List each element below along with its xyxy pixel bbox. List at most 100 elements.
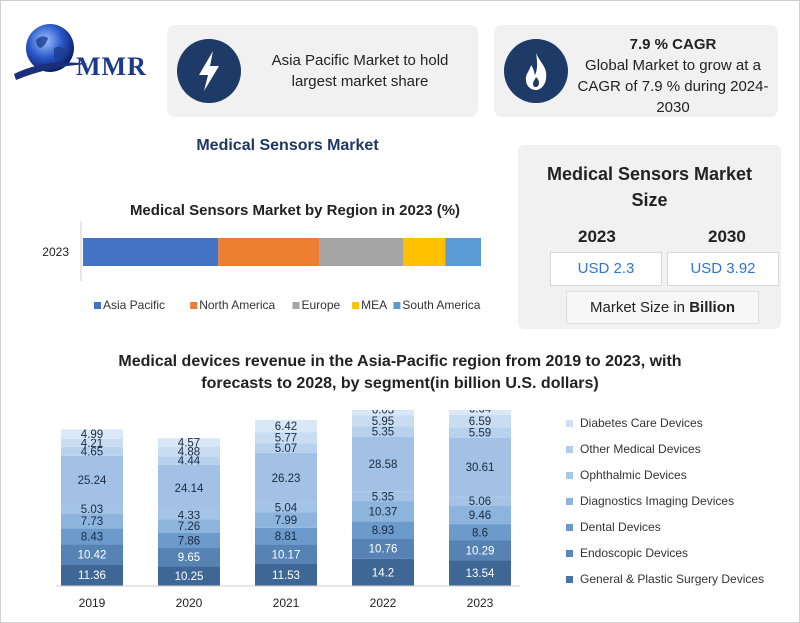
segment-legend-label: Diabetes Care Devices xyxy=(580,416,703,430)
segment-data-label: 4.44 xyxy=(178,456,201,468)
segment-bar-piece xyxy=(352,521,414,539)
region-category-label: 2023 xyxy=(42,245,69,259)
segment-data-label: 28.58 xyxy=(369,459,398,471)
segment-data-label: 10.42 xyxy=(78,549,107,561)
logo-text: MMR xyxy=(76,52,147,81)
segment-data-label: 8.81 xyxy=(275,531,297,543)
segment-data-label: 5.06 xyxy=(469,496,491,508)
segment-bar-piece xyxy=(61,528,123,545)
region-legend-swatch xyxy=(292,302,300,309)
market-title: Medical Sensors Market xyxy=(196,137,379,154)
segment-bar-piece xyxy=(255,563,317,586)
segment-legend-swatch xyxy=(566,550,573,557)
segment-data-label: 8.43 xyxy=(81,531,103,543)
mmr-logo xyxy=(10,18,160,93)
region-bar-segment xyxy=(319,238,404,266)
segment-bar-piece xyxy=(255,452,317,503)
segment-data-label: 6.03 xyxy=(372,410,394,416)
segment-data-label: 4.21 xyxy=(81,438,103,450)
segment-bar-piece xyxy=(449,427,511,438)
segment-bar-piece xyxy=(255,544,317,564)
segment-category-label: 2019 xyxy=(79,596,106,610)
segment-data-label: 14.2 xyxy=(372,567,394,579)
segment-bar-piece xyxy=(158,548,220,567)
segment-bar-piece xyxy=(255,443,317,453)
segment-bar-piece xyxy=(61,503,123,514)
segment-bar-piece xyxy=(158,446,220,457)
segment-data-label: 7.73 xyxy=(81,516,103,528)
segment-data-label: 5.03 xyxy=(81,504,103,516)
segment-bar-piece xyxy=(449,524,511,541)
year-2023-label: 2023 xyxy=(578,227,616,246)
region-legend-label: Europe xyxy=(302,298,341,312)
segment-bar-piece xyxy=(352,558,414,586)
segment-legend-swatch xyxy=(566,420,573,427)
segment-data-label: 9.46 xyxy=(469,510,491,522)
segment-data-label: 5.04 xyxy=(275,503,298,515)
segment-bar-piece xyxy=(255,512,317,528)
segment-data-label: 4.88 xyxy=(178,447,200,459)
region-legend-label: Asia Pacific xyxy=(103,298,165,312)
region-legend-label: MEA xyxy=(361,298,387,312)
segment-legend-label: Dental Devices xyxy=(580,520,661,534)
segment-data-label: 6.64 xyxy=(469,410,492,415)
segment-stacked-bar-chart: 11.36 10.42 8.43 7.735.03 25.24 4.654.214.99 2… xyxy=(56,410,764,610)
segment-data-label: 5.07 xyxy=(275,443,297,455)
segment-bar-piece xyxy=(158,519,220,534)
segment-data-label: 5.35 xyxy=(372,491,394,503)
region-legend-swatch xyxy=(94,302,101,309)
segment-data-label: 8.6 xyxy=(472,527,488,539)
segment-data-label: 6.59 xyxy=(469,416,491,428)
segment-bar-piece xyxy=(61,455,123,504)
segment-data-label: 11.53 xyxy=(272,570,300,582)
segment-legend-swatch xyxy=(566,446,573,453)
segment-legend-swatch xyxy=(566,576,573,583)
segment-bar-piece xyxy=(449,410,511,415)
region-legend-label: North America xyxy=(199,298,275,312)
segment-bar-piece xyxy=(352,538,414,559)
segment-bar-piece xyxy=(255,432,317,444)
segment-bar-piece xyxy=(449,496,511,507)
segment-data-label: 11.36 xyxy=(78,570,106,582)
segment-data-label: 10.29 xyxy=(466,545,495,557)
segment-bar-piece xyxy=(158,566,220,586)
region-legend-swatch xyxy=(190,302,198,309)
segment-bar-piece xyxy=(352,436,414,492)
segment-data-label: 10.76 xyxy=(369,544,398,556)
segment-data-label: 5.77 xyxy=(275,433,297,445)
globe-icon xyxy=(14,24,88,80)
segment-data-label: 10.17 xyxy=(272,549,301,561)
segment-bar-piece xyxy=(352,415,414,427)
segment-data-label: 8.93 xyxy=(372,525,394,537)
segment-data-label: 5.95 xyxy=(372,416,394,428)
segment-data-label: 6.42 xyxy=(275,421,297,433)
lightning-bolt-icon xyxy=(177,39,241,103)
market-size-unit: Market Size in Billion xyxy=(566,291,759,324)
region-bar-segment xyxy=(218,238,320,266)
segment-data-label: 25.24 xyxy=(78,475,107,487)
segment-bar-piece xyxy=(158,533,220,549)
segment-data-label: 5.59 xyxy=(469,428,491,440)
region-legend-swatch xyxy=(393,302,401,309)
segment-bar-piece xyxy=(449,560,511,586)
segment-bar-piece xyxy=(61,438,123,447)
segment-bar-piece xyxy=(61,564,123,586)
segment-bar-piece xyxy=(449,414,511,428)
segment-data-label: 10.37 xyxy=(369,506,398,518)
segment-bar-piece xyxy=(158,464,220,511)
segment-bar-piece xyxy=(158,510,220,520)
segment-data-label: 10.25 xyxy=(175,571,204,583)
region-bar-segment xyxy=(445,238,481,266)
cagr-text: 7.9 % CAGR Global Market to grow at a CA… xyxy=(574,34,772,118)
segment-bar-piece xyxy=(255,527,317,545)
segment-bar-piece xyxy=(449,437,511,497)
value-2030: USD 3.92 xyxy=(667,252,779,286)
region-bar-segment xyxy=(403,238,446,266)
region-chart-title: Medical Sensors Market by Region in 2023… xyxy=(130,202,460,219)
region-highlight-card: Asia Pacific Market to hold largest mark… xyxy=(167,25,478,117)
value-2023: USD 2.3 xyxy=(550,252,662,286)
segment-bar-piece xyxy=(352,491,414,502)
segment-legend-label: Ophthalmic Devices xyxy=(580,468,687,482)
segment-bar-piece xyxy=(61,429,123,439)
segment-bar-piece xyxy=(158,438,220,447)
